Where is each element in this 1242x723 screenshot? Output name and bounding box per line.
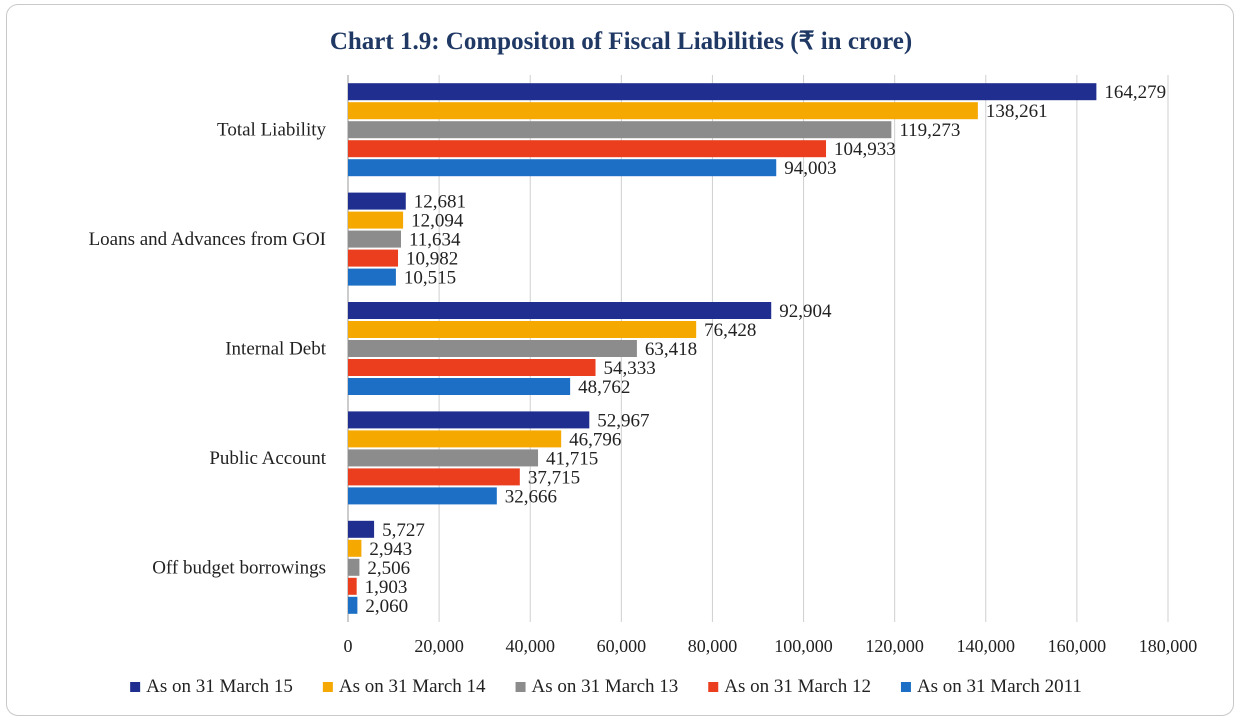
bar-total-liability-as-on-31-march-2011 — [348, 159, 777, 177]
category-label-internal-debt: Internal Debt — [225, 339, 326, 360]
legend-swatch — [322, 682, 333, 692]
data-label: 54,333 — [604, 358, 656, 379]
bar-public-account-as-on-31-march-15 — [348, 411, 590, 429]
legend-label-as-on-31-march-13: As on 31 March 13 — [532, 676, 679, 697]
data-label: 37,715 — [528, 467, 580, 488]
bar-internal-debt-as-on-31-march-13 — [348, 340, 637, 357]
x-tick-label: 160,000 — [1048, 636, 1107, 656]
bar-internal-debt-as-on-31-march-2011 — [348, 378, 571, 395]
category-labels: Total Liability Loans and Advances from G… — [89, 120, 327, 579]
data-label: 1,903 — [365, 577, 408, 598]
category-label-public-account: Public Account — [209, 448, 326, 469]
x-tick-label: 40,000 — [505, 636, 555, 656]
bar-internal-debt-as-on-31-march-12 — [348, 359, 596, 376]
legend-swatch — [130, 682, 141, 692]
data-label: 63,418 — [645, 339, 697, 360]
category-label-loans-and-advances-from-goi: Loans and Advances from GOI — [89, 229, 326, 250]
legend-swatch — [900, 682, 911, 692]
data-label: 41,715 — [546, 448, 598, 469]
data-label: 119,273 — [899, 120, 960, 141]
legend: As on 31 March 15 As on 31 March 14 As on … — [130, 676, 1082, 697]
x-tick-label: 120,000 — [865, 636, 924, 656]
data-label: 5,727 — [382, 520, 425, 541]
bar-internal-debt-as-on-31-march-14 — [348, 321, 697, 338]
bar-off-budget-borrowings-as-on-31-march-14 — [348, 539, 362, 557]
bar-loans-and-advances-from-goi-as-on-31-march-12 — [348, 249, 399, 267]
legend-swatch — [515, 682, 526, 692]
legend-label-as-on-31-march-12: As on 31 March 12 — [724, 676, 871, 697]
bar-public-account-as-on-31-march-12 — [348, 468, 520, 486]
data-label: 10,515 — [404, 268, 456, 289]
data-label: 2,060 — [365, 596, 408, 617]
bar-total-liability-as-on-31-march-15 — [348, 83, 1097, 101]
data-label: 32,666 — [505, 486, 557, 507]
data-label: 2,506 — [367, 558, 410, 579]
data-label: 104,933 — [834, 139, 896, 160]
chart-title: Chart 1.9: Compositon of Fiscal Liabilit… — [329, 28, 913, 55]
legend-label-as-on-31-march-14: As on 31 March 14 — [339, 676, 486, 697]
data-label: 164,279 — [1104, 82, 1166, 103]
data-label: 138,261 — [986, 101, 1048, 122]
data-label: 10,982 — [406, 249, 458, 270]
category-label-total-liability: Total Liability — [217, 120, 326, 141]
data-label: 12,094 — [411, 211, 464, 232]
data-label: 11,634 — [409, 230, 461, 251]
bar-public-account-as-on-31-march-13 — [348, 449, 539, 467]
x-tick-label: 60,000 — [597, 636, 647, 656]
bar-loans-and-advances-from-goi-as-on-31-march-14 — [348, 211, 404, 229]
x-tick-label: 100,000 — [774, 636, 833, 656]
data-label: 46,796 — [569, 429, 621, 450]
legend-label-as-on-31-march-15: As on 31 March 15 — [146, 676, 293, 697]
bar-total-liability-as-on-31-march-13 — [348, 121, 892, 139]
data-label: 12,681 — [414, 192, 466, 213]
x-tick-label: 140,000 — [957, 636, 1016, 656]
x-tick-label: 80,000 — [688, 636, 738, 656]
bar-total-liability-as-on-31-march-14 — [348, 102, 978, 120]
bar-public-account-as-on-31-march-2011 — [348, 487, 497, 505]
data-label: 76,428 — [704, 320, 756, 341]
bar-loans-and-advances-from-goi-as-on-31-march-2011 — [348, 268, 396, 286]
bar-loans-and-advances-from-goi-as-on-31-march-13 — [348, 230, 401, 248]
bar-loans-and-advances-from-goi-as-on-31-march-15 — [348, 192, 406, 210]
bars — [348, 83, 1097, 614]
x-tick-label: 180,000 — [1139, 636, 1198, 656]
bar-off-budget-borrowings-as-on-31-march-12 — [348, 577, 357, 595]
data-label: 94,003 — [784, 158, 836, 179]
bar-total-liability-as-on-31-march-12 — [348, 140, 827, 158]
bar-public-account-as-on-31-march-14 — [348, 430, 562, 448]
bar-internal-debt-as-on-31-march-15 — [348, 302, 772, 319]
x-tick-label: 20,000 — [414, 636, 464, 656]
x-tick-label: 0 — [344, 636, 353, 656]
category-label-off-budget-borrowings: Off budget borrowings — [152, 557, 326, 578]
bar-off-budget-borrowings-as-on-31-march-13 — [348, 558, 360, 576]
x-axis-ticks: 0 20,000 40,000 60,000 80,000 100,000 120,000 1… — [344, 636, 1198, 656]
data-label: 48,762 — [578, 377, 630, 398]
bar-off-budget-borrowings-as-on-31-march-2011 — [348, 596, 358, 614]
bar-off-budget-borrowings-as-on-31-march-15 — [348, 520, 375, 538]
data-label: 2,943 — [369, 539, 412, 560]
legend-label-as-on-31-march-2011: As on 31 March 2011 — [917, 676, 1082, 697]
data-label: 92,904 — [779, 301, 832, 322]
data-label: 52,967 — [597, 410, 649, 431]
legend-swatch — [708, 682, 719, 692]
